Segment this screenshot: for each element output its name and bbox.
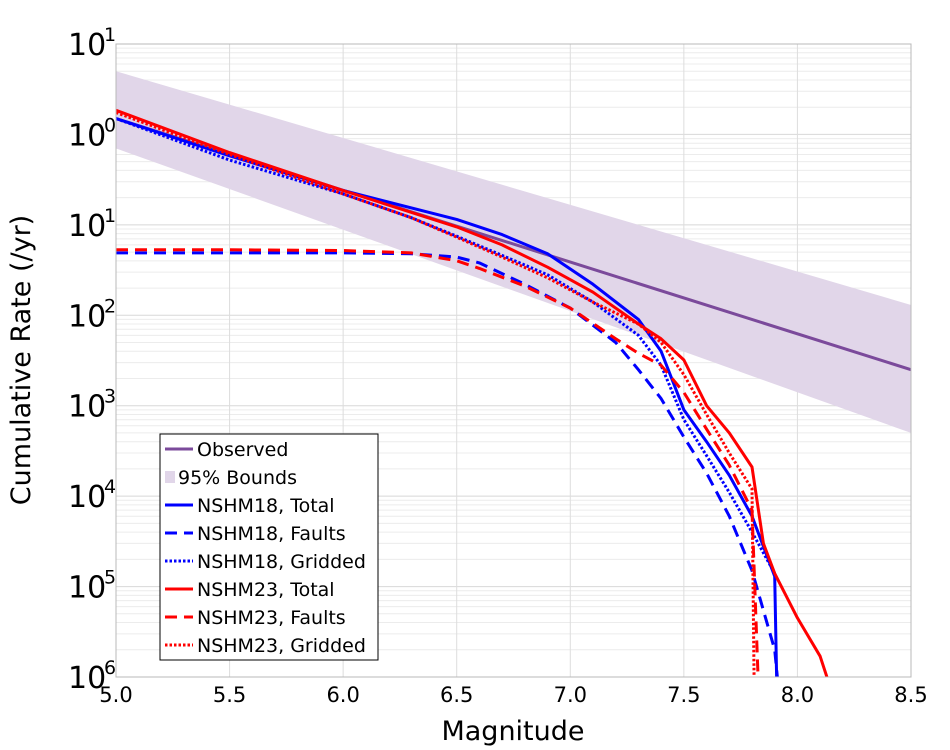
legend-label-nshm23-gridded: NSHM23, Gridded [197, 635, 366, 657]
x-tick-label: 5.5 [213, 683, 246, 707]
y-tick-label: 104 [68, 476, 116, 515]
y-tick-label: 101 [68, 205, 116, 244]
plot-frame [115, 43, 912, 678]
x-tick-label: 7.5 [667, 683, 700, 707]
legend-label-nshm18-gridded: NSHM18, Gridded [197, 551, 366, 573]
y-tick-exponent: 6 [104, 657, 116, 679]
y-tick-label: 106 [68, 657, 116, 696]
legend-label-observed: Observed [197, 439, 288, 461]
y-tick-exponent: 4 [104, 476, 116, 498]
series-lines [116, 108, 911, 677]
y-tick-exponent: 1 [104, 24, 116, 46]
x-ticks: 5.0 5.5 6.0 6.5 7.0 7.5 8.0 8.5 [99, 683, 927, 707]
series-line-nshm23-faults [116, 248, 760, 677]
y-tick-exponent: 5 [104, 567, 116, 589]
x-tick-label: 8.5 [894, 683, 927, 707]
y-tick-exponent: 0 [104, 114, 116, 136]
x-tick-label: 8.0 [781, 683, 814, 707]
legend-label-nshm18-faults: NSHM18, Faults [197, 523, 346, 545]
x-tick-label: 5.0 [99, 683, 132, 707]
x-tick-label: 6.0 [326, 683, 359, 707]
y-tick-label: 100 [68, 114, 116, 153]
y-tick-label: 101 [68, 24, 116, 63]
x-axis-label: Magnitude [441, 716, 584, 747]
legend-entries: Observed 95% Bounds NSHM18, Total NSHM18, F… [165, 439, 366, 657]
series-line-nshm18-total [116, 117, 779, 677]
y-tick-label: 105 [68, 567, 116, 606]
x-tick-label: 7.0 [554, 683, 587, 707]
y-tick-exponent: 1 [104, 205, 116, 227]
y-tick-base: 10 [68, 118, 106, 153]
y-axis-label: Cumulative Rate (/yr) [6, 215, 37, 505]
y-tick-label: 103 [68, 386, 116, 425]
y-tick-exponent: 3 [104, 386, 116, 408]
series-line-nshm23-gridded [116, 111, 756, 677]
y-tick-base: 10 [68, 480, 106, 515]
y-tick-base: 10 [68, 390, 106, 425]
y-tick-exponent: 2 [104, 295, 116, 317]
y-tick-base: 10 [68, 661, 106, 696]
y-tick-label: 102 [68, 295, 116, 334]
y-tick-base: 10 [68, 571, 106, 606]
series-line-nshm18-gridded [116, 117, 777, 575]
legend-label-95-bounds: 95% Bounds [178, 467, 297, 489]
y-tick-base: 10 [68, 28, 106, 63]
y-tick-base: 10 [68, 209, 106, 244]
x-tick-label: 6.5 [440, 683, 473, 707]
y-tick-base: 10 [68, 299, 106, 334]
legend-label-nshm23-faults: NSHM23, Faults [197, 607, 346, 629]
legend-swatch-95-bounds [165, 471, 175, 483]
series-line-nshm23-total [116, 108, 829, 677]
legend-box [159, 433, 379, 661]
legend-label-nshm18-total: NSHM18, Total [197, 495, 335, 517]
legend-label-nshm23-total: NSHM23, Total [197, 579, 335, 601]
legend: Observed 95% Bounds NSHM18, Total NSHM18, F… [159, 433, 379, 661]
